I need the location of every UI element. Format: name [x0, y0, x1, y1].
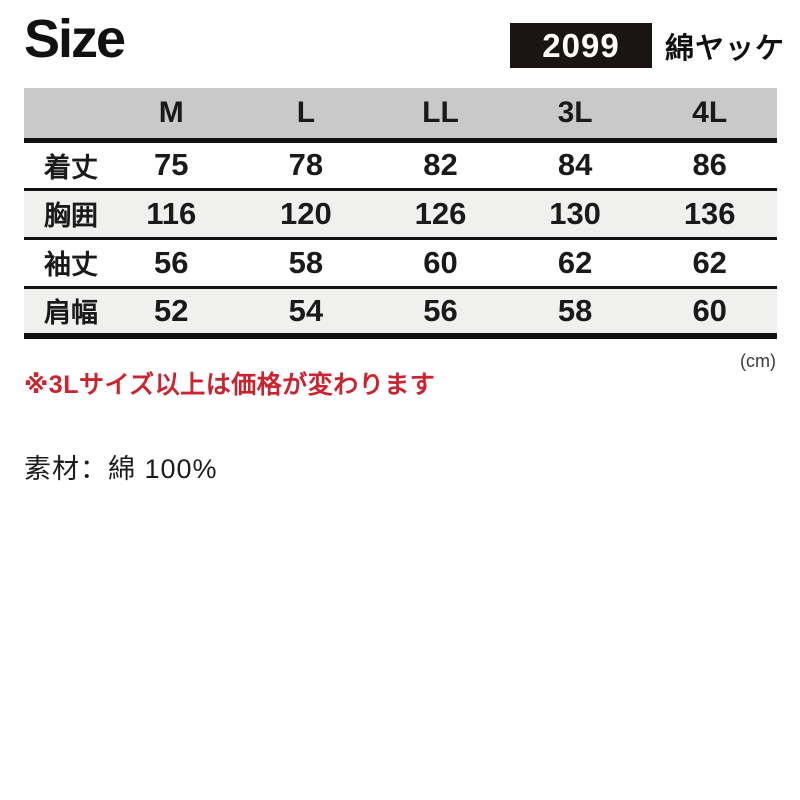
size-table-body: 着丈 75 78 82 84 86 胸囲 116 120 126 130 136 袖丈 56 58 60 62 6…: [24, 140, 777, 336]
row-label: 肩幅: [44, 298, 98, 329]
size-value-cell: 58: [288, 244, 324, 280]
size-value-cell: 60: [692, 292, 727, 328]
size-value-cell: 120: [280, 195, 332, 231]
table-row: 着丈 75 78 82 84 86: [24, 140, 777, 189]
page-title: Size: [24, 9, 126, 69]
material-line: 素材：綿 100%: [24, 454, 218, 484]
column-header-ll: LL: [373, 88, 508, 140]
row-label: 袖丈: [44, 250, 98, 280]
table-row: 胸囲 116 120 126 130 136: [24, 189, 777, 238]
price-note: ※3Lサイズ以上は価格が変わります: [24, 371, 436, 399]
column-header-4l: 4L: [642, 88, 777, 140]
table-row: 袖丈 56 58 60 62 62: [24, 238, 777, 287]
size-value-cell: 86: [692, 147, 727, 182]
size-value-cell: 84: [557, 147, 593, 182]
size-value-cell: 60: [423, 244, 458, 280]
size-value-cell: 56: [154, 244, 189, 280]
row-label: 着丈: [44, 152, 98, 183]
column-header-l: L: [238, 88, 374, 140]
size-value-cell: 52: [154, 292, 189, 328]
size-value-cell: 62: [692, 244, 727, 280]
size-value-cell: 56: [423, 292, 458, 328]
size-value-cell: 54: [288, 292, 324, 328]
row-label: 胸囲: [44, 201, 98, 231]
size-table: M L LL 3L 4L 着丈 75 78 82 84 86 胸囲 116 120 126 130 136 袖丈…: [24, 88, 777, 339]
size-value-cell: 58: [557, 292, 593, 328]
size-value-cell: 116: [146, 195, 197, 231]
size-value-cell: 130: [549, 195, 601, 231]
product-header: 2099 綿ヤッケ: [510, 23, 785, 68]
product-code-badge: 2099: [510, 23, 652, 68]
size-table-header-row: M L LL 3L 4L: [24, 88, 777, 140]
corner-cell: [24, 88, 104, 140]
size-value-cell: 82: [423, 147, 458, 182]
unit-label: (cm): [740, 351, 776, 371]
table-row: 肩幅 52 54 56 58 60: [24, 287, 777, 336]
size-value-cell: 126: [414, 195, 467, 231]
size-value-cell: 136: [683, 195, 736, 231]
size-value-cell: 62: [557, 244, 593, 280]
column-header-3l: 3L: [507, 88, 643, 140]
column-header-m: M: [104, 88, 239, 140]
product-name: 綿ヤッケ: [665, 32, 786, 65]
size-value-cell: 75: [154, 147, 189, 182]
size-value-cell: 78: [288, 147, 324, 182]
